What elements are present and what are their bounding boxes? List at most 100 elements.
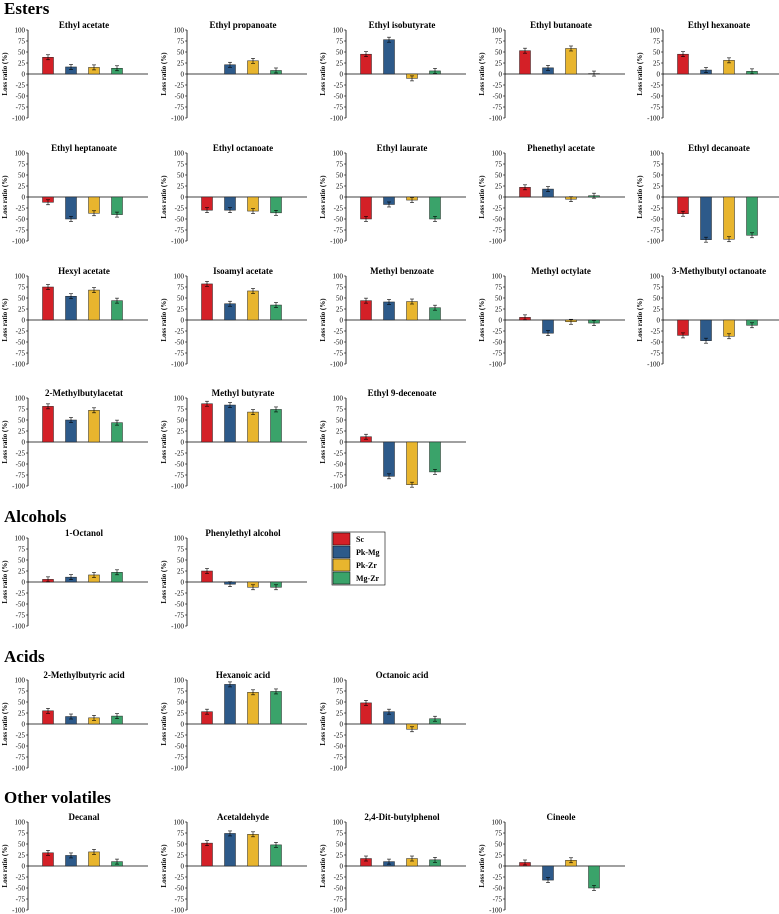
y-tick-label: -100 [489,237,502,245]
panel-title: Phenylethyl alcohol [205,528,281,538]
y-tick-label: -100 [171,622,184,630]
chart-panel: Hexanoic acid 100 75 50 25 0 -25 -50 -75 -100 Loss… [160,670,307,772]
y-tick-label: -25 [493,81,503,89]
y-tick-label: -25 [334,81,344,89]
y-tick-label: 25 [177,709,185,717]
bar [201,403,213,443]
y-tick-label: -50 [16,338,26,346]
y-tick-label: 0 [340,438,344,446]
y-tick-label: -25 [651,327,661,335]
y-tick-label: -75 [493,103,503,111]
y-tick-label: -100 [12,764,25,772]
y-tick-label: 0 [22,720,26,728]
y-tick-label: 25 [495,59,503,67]
y-tick-label: -50 [493,884,503,892]
y-tick-label: -75 [16,611,26,619]
y-tick-label: 50 [336,294,344,302]
panel-title: Cineole [547,812,576,822]
y-tick-label: 50 [336,416,344,424]
bar [723,196,735,240]
y-tick-label: -75 [334,753,344,761]
y-tick-label: 0 [657,193,661,201]
panel-title: Acetaldehyde [217,812,269,822]
y-tick-label: 25 [177,851,185,859]
y-tick-label: 0 [499,193,503,201]
y-tick-label: -100 [12,906,25,914]
y-tick-label: -100 [171,906,184,914]
y-tick-label: -75 [16,753,26,761]
y-tick-label: -75 [651,103,661,111]
legend-label: Mg-Zr [356,574,380,583]
y-tick-label: 100 [333,149,344,157]
bar [65,196,77,220]
y-tick-label: -100 [330,764,343,772]
y-tick-label: -100 [171,764,184,772]
panel-title: Ethyl 9-decenoate [368,388,437,398]
y-tick-label: -75 [175,611,185,619]
y-tick-label: 75 [18,283,26,291]
y-axis-label: Loss ratio (%) [160,560,168,604]
panel-title: Methyl benzoate [370,266,434,276]
y-tick-label: -75 [175,895,185,903]
bar [565,48,577,75]
y-tick-label: 50 [177,840,185,848]
y-tick-label: -75 [334,471,344,479]
y-axis-label: Loss ratio (%) [160,298,168,342]
chart-panel: 1-Octanol 100 75 50 25 0 -25 -50 -75 -100 Loss rat… [1,528,148,630]
y-tick-label: 100 [15,272,26,280]
y-tick-label: 0 [340,316,344,324]
bar [224,404,236,443]
y-tick-label: 75 [495,160,503,168]
y-axis-label: Loss ratio (%) [160,844,168,888]
y-tick-label: -50 [16,600,26,608]
y-tick-label: 50 [336,171,344,179]
y-tick-label: -100 [12,114,25,122]
y-tick-label: -50 [334,215,344,223]
y-tick-label: 25 [18,567,26,575]
bar [746,196,758,236]
y-tick-label: 0 [181,578,185,586]
y-tick-label: 50 [177,294,185,302]
legend-swatch [332,571,351,585]
y-axis-label: Loss ratio (%) [478,52,486,96]
y-tick-label: 50 [18,48,26,56]
y-tick-label: -25 [493,873,503,881]
bar [270,691,282,725]
y-tick-label: -100 [489,906,502,914]
y-tick-label: -50 [175,215,185,223]
bar [224,684,236,725]
y-tick-label: 25 [177,567,185,575]
y-tick-label: 50 [18,840,26,848]
y-tick-label: 50 [18,556,26,564]
bar [700,319,712,341]
y-tick-label: 100 [333,394,344,402]
y-tick-label: 100 [492,272,503,280]
y-tick-label: -100 [171,237,184,245]
y-tick-label: 0 [181,316,185,324]
y-axis-label: Loss ratio (%) [1,298,9,342]
bar [247,834,259,867]
panel-title: 2-Methylbutylacetat [45,388,123,398]
y-tick-label: 100 [15,26,26,34]
chart-panel: 2-Methylbutylacetat 100 75 50 25 0 -25 -50 -75 -1… [1,388,148,490]
y-tick-label: 75 [177,687,185,695]
y-axis-label: Loss ratio (%) [319,844,327,888]
y-tick-label: 75 [653,37,661,45]
y-axis-label: Loss ratio (%) [1,560,9,604]
y-tick-label: -75 [334,895,344,903]
y-tick-label: 0 [181,438,185,446]
y-tick-label: 100 [174,818,185,826]
y-tick-label: 75 [495,283,503,291]
bar [201,842,213,867]
y-tick-label: 25 [336,709,344,717]
y-axis-label: Loss ratio (%) [160,52,168,96]
y-axis-label: Loss ratio (%) [319,175,327,219]
y-tick-label: -25 [334,731,344,739]
bar [360,300,372,321]
legend-label: Pk-Zr [356,561,377,570]
y-tick-label: -25 [493,204,503,212]
y-axis-label: Loss ratio (%) [636,298,644,342]
panel-title: Hexyl acetate [58,266,110,276]
bar [360,196,372,220]
y-tick-label: -50 [334,742,344,750]
